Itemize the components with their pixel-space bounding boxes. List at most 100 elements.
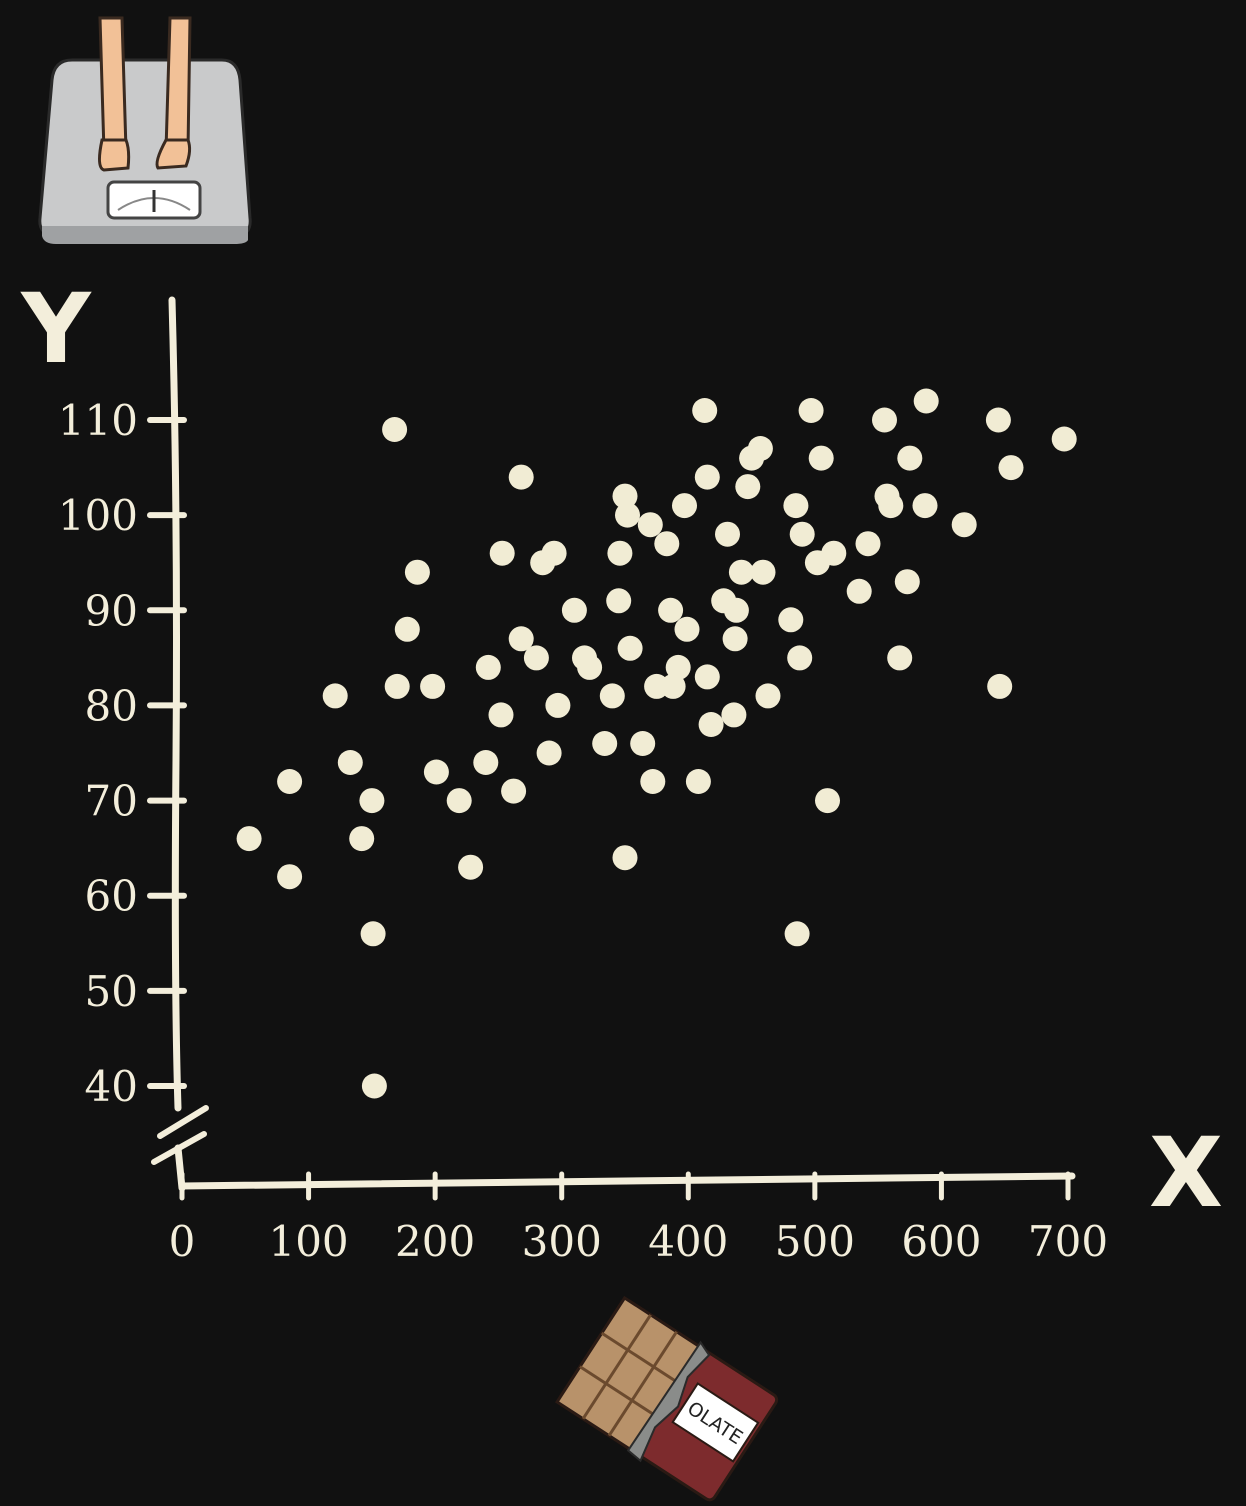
x-tick-label: 300	[522, 1217, 602, 1266]
scatter-point	[674, 616, 700, 642]
scatter-point	[473, 750, 499, 775]
scatter-point	[607, 540, 633, 566]
scatter-point	[855, 531, 881, 557]
scatter-point	[913, 388, 939, 414]
y-axis-ticks: 40 50 60 70 80 90 100 110	[58, 396, 187, 1111]
scatter-point	[488, 702, 514, 728]
y-tick-label: 40	[85, 1062, 138, 1111]
scatter-point	[1051, 426, 1077, 452]
scatter-point	[541, 540, 567, 566]
scatter-point	[592, 731, 618, 756]
scatter-point	[783, 493, 809, 519]
scatter-point	[561, 597, 587, 623]
scatter-point	[894, 569, 920, 595]
scatter-point	[349, 826, 375, 852]
x-axis-line	[178, 1172, 1076, 1190]
scatter-point	[361, 1073, 387, 1099]
scatter-point	[637, 512, 663, 538]
scatter-point	[750, 559, 776, 585]
chocolate-bar-icon: OLATE	[554, 1295, 779, 1502]
scatter-point	[458, 854, 484, 880]
x-tick-label: 0	[169, 1217, 196, 1266]
y-tick-label: 90	[85, 586, 138, 635]
scatter-point	[787, 645, 813, 671]
x-axis-ticks: 0 100 200 300 400 500 600 700	[169, 1171, 1108, 1266]
scatter-point	[721, 702, 747, 728]
y-tick-label: 50	[85, 967, 138, 1016]
scatter-point	[755, 683, 781, 709]
scatter-point	[694, 664, 720, 690]
x-tick-label: 200	[395, 1217, 475, 1266]
bathroom-scale-icon	[38, 16, 252, 244]
scatter-point	[654, 531, 680, 557]
scatter-point	[423, 759, 449, 785]
x-tick-label: 700	[1028, 1217, 1108, 1266]
scatter-point	[359, 788, 385, 814]
x-tick-label: 400	[648, 1217, 728, 1266]
scatter-point	[660, 673, 686, 699]
scatter-point	[322, 683, 348, 709]
scatter-point	[337, 750, 363, 775]
scatter-point	[735, 474, 761, 500]
scatter-point	[489, 540, 515, 566]
scatter-point	[698, 712, 724, 737]
scatter-point	[692, 398, 718, 423]
scatter-point	[815, 788, 840, 814]
scatter-point	[872, 407, 897, 433]
scatter-point	[808, 445, 834, 471]
scatter-point	[846, 578, 872, 604]
scatter-point	[615, 502, 640, 528]
scatter-point	[523, 645, 549, 671]
scatter-point	[404, 559, 430, 585]
scatter-point	[475, 654, 501, 680]
scatter-point	[394, 616, 420, 642]
y-tick-label: 70	[85, 777, 138, 826]
scatter-point	[728, 559, 754, 585]
scatter-point	[998, 455, 1024, 481]
scatter-point	[508, 626, 534, 652]
x-tick-label: 500	[775, 1217, 855, 1266]
scatter-point	[545, 692, 571, 718]
scatter-point	[236, 826, 262, 852]
scatter-point	[536, 740, 562, 766]
scatter-point	[617, 635, 643, 661]
scatter-point	[747, 436, 773, 461]
x-tick-label: 100	[268, 1217, 348, 1266]
scatter-point	[420, 673, 446, 699]
scatter-point	[887, 645, 913, 671]
scatter-point	[277, 769, 303, 794]
scatter-point	[658, 597, 684, 623]
scatter-point	[878, 493, 904, 519]
y-tick-label: 110	[58, 396, 138, 445]
scatter-point	[723, 597, 749, 623]
scatter-point	[606, 588, 632, 614]
scatter-point	[501, 778, 527, 804]
scatter-point	[612, 483, 638, 509]
y-tick-label: 100	[58, 491, 138, 540]
scatter-point	[987, 673, 1013, 699]
scatter-point	[577, 654, 603, 680]
scatter-point	[508, 464, 534, 490]
scatter-point	[382, 417, 408, 442]
scatter-point	[789, 521, 815, 547]
scatter-point	[694, 464, 720, 490]
scatter-point	[665, 654, 691, 680]
scatter-point	[640, 769, 666, 794]
scatter-point	[630, 731, 656, 756]
x-axis-letter: X	[1149, 1117, 1223, 1229]
scatter-point	[277, 864, 303, 890]
scatter-point	[360, 921, 386, 947]
y-axis-break	[151, 1105, 209, 1165]
scatter-point	[722, 626, 748, 652]
scatter-point	[715, 521, 740, 547]
scatter-points	[236, 388, 1077, 1099]
scatter-point	[612, 845, 638, 871]
y-tick-label: 60	[85, 872, 138, 921]
scatter-point	[798, 398, 824, 423]
y-axis-letter: Y	[20, 273, 92, 385]
y-tick-label: 80	[85, 681, 138, 730]
scatter-point	[672, 493, 697, 519]
scatter-point	[821, 540, 847, 566]
scatter-point	[912, 493, 938, 519]
scatter-point	[685, 769, 711, 794]
